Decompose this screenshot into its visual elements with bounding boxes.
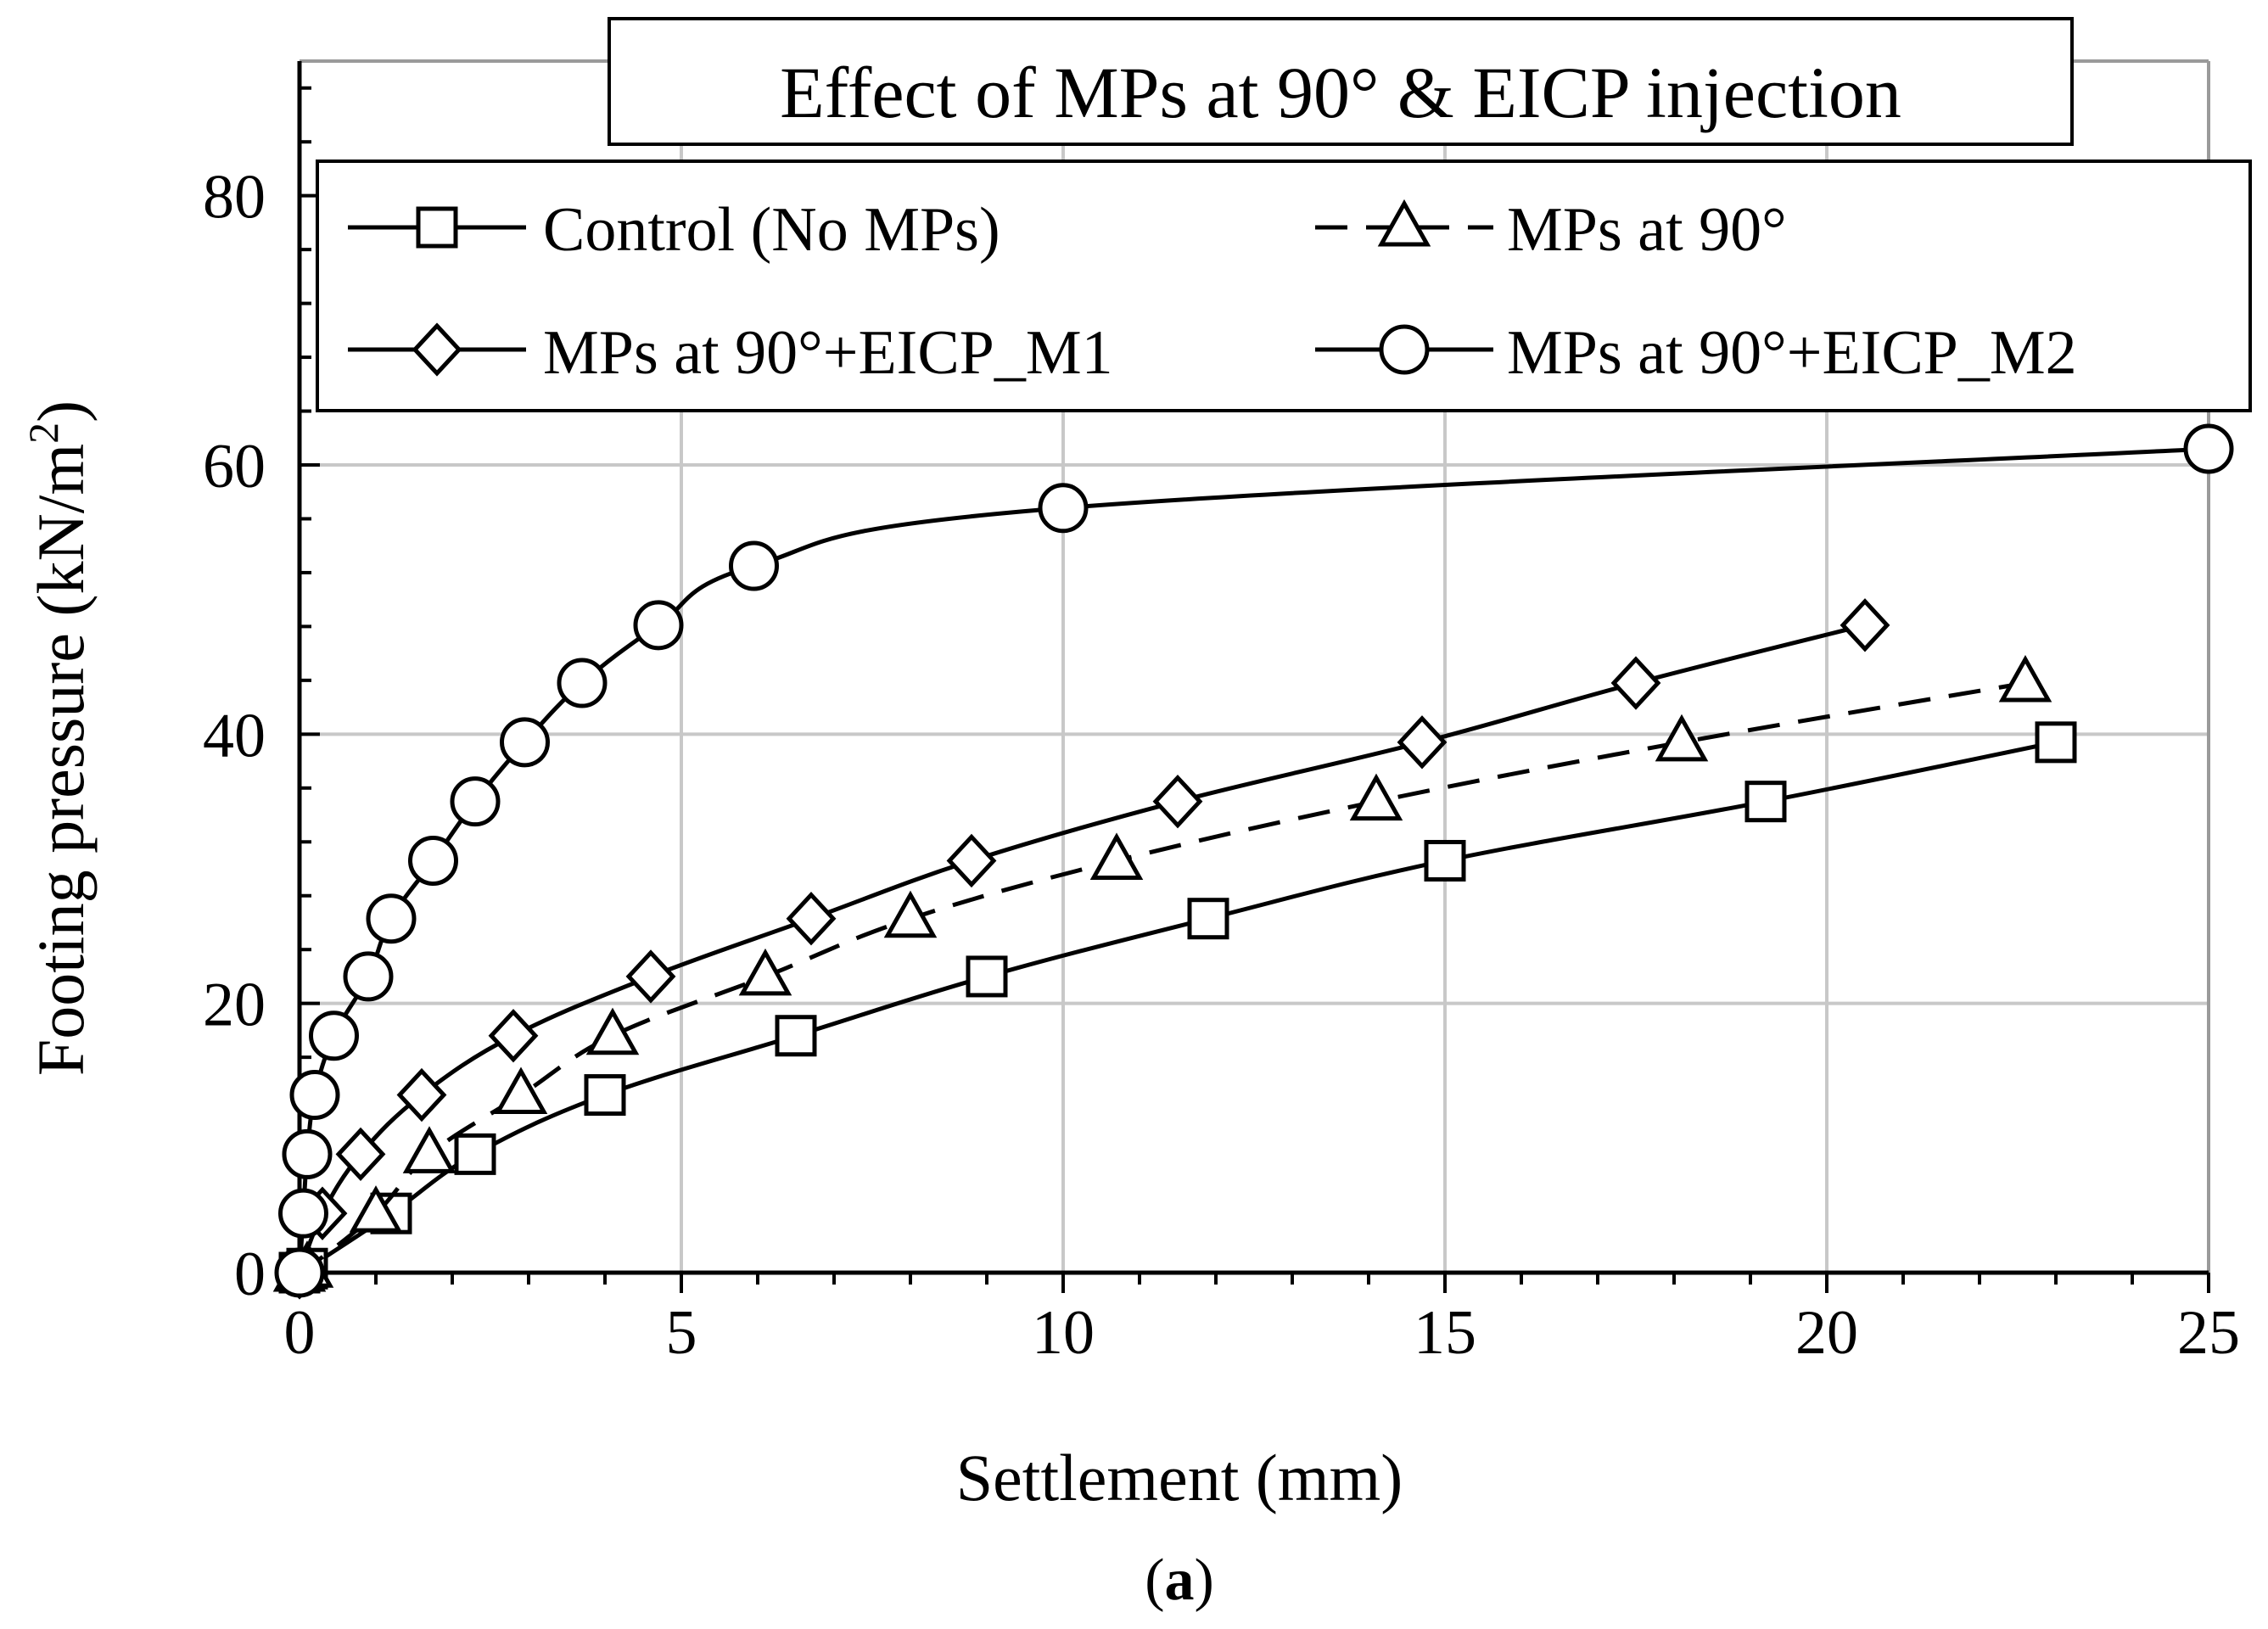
data-point-diamond-4 [488,1009,539,1063]
legend-marker-triangle [1377,199,1431,247]
data-point-circle-5 [343,951,394,1002]
data-point-diamond-11 [1840,598,1890,652]
data-point-triangle-9 [1349,773,1403,821]
data-point-square-7 [1187,898,1229,940]
caption-letter: a [1165,1548,1195,1613]
series-group [272,423,2234,1300]
data-point-square-10 [2035,721,2077,764]
legend-marker-diamond [412,322,462,377]
data-point-circle-4 [309,1010,359,1061]
data-point-triangle-4 [494,1066,548,1115]
data-point-circle-12 [729,540,779,591]
y-tick-label-60: 60 [203,432,266,501]
data-point-circle-7 [408,835,458,886]
chart-title-box: Effect of MPs at 90° & EICP injection [608,17,2074,146]
data-point-triangle-10 [1655,714,1709,762]
data-point-diamond-2 [335,1127,386,1182]
y-axis-title-end: ) [24,400,98,423]
legend-label-eicp-m2: MPs at 90°+EICP_M2 [1507,318,2077,388]
data-point-diamond-9 [1397,715,1448,770]
data-point-circle-10 [557,658,608,708]
data-point-square-4 [584,1074,626,1117]
data-point-circle-13 [1038,483,1089,534]
caption-open: ( [1145,1548,1164,1613]
data-point-diamond-7 [946,833,997,888]
legend-label-mps-90: MPs at 90° [1507,195,1787,265]
data-point-diamond-10 [1610,656,1661,710]
data-point-square-5 [775,1015,817,1057]
data-point-circle-9 [500,717,550,768]
data-point-diamond-5 [625,949,676,1004]
legend-label-eicp-m1: MPs at 90°+EICP_M1 [543,318,1113,388]
legend-marker-circle [1379,324,1430,375]
data-point-triangle-3 [402,1126,456,1173]
x-tick-label-5: 5 [666,1298,697,1368]
x-tick-label-15: 15 [1414,1298,1476,1368]
legend-marker-square [416,206,458,249]
y-tick-label-0: 0 [234,1240,266,1309]
data-point-circle-14 [2183,423,2234,474]
data-point-circle-6 [366,893,417,944]
data-point-diamond-8 [1152,774,1203,829]
x-tick-label-20: 20 [1795,1298,1858,1368]
x-tick-label-25: 25 [2177,1298,2240,1368]
series-line-square [295,740,2057,1277]
y-axis-title-superscript: 2 [20,423,67,444]
legend-label-control: Control (No MPs) [543,195,1000,265]
y-tick-label-40: 40 [203,701,266,770]
data-point-triangle-7 [883,890,938,938]
figure-caption: (a) [1145,1548,1214,1613]
chart-title: Effect of MPs at 90° & EICP injection [780,52,1901,133]
data-point-triangle-8 [1089,832,1144,880]
data-point-circle-3 [289,1070,340,1121]
legend-frame [316,160,2252,412]
data-point-triangle-5 [585,1007,640,1055]
data-point-square-9 [1744,781,1787,823]
legend: Control (No MPs) MPs at 90° MPs at 90°+E… [316,160,2252,412]
data-point-diamond-6 [786,892,837,946]
data-point-square-6 [966,955,1008,998]
series-circle [274,423,2234,1298]
data-point-triangle-6 [738,948,792,996]
y-axis-title: Footing pressure (kN/m2) [20,400,98,1076]
data-point-diamond-3 [396,1067,447,1122]
chart-title-frame [608,17,2074,146]
data-point-square-8 [1424,839,1466,882]
data-point-circle-0 [274,1247,325,1298]
caption-close: ) [1195,1548,1214,1613]
y-axis-title-main: Footing pressure (kN/m [24,444,98,1076]
x-axis-title: Settlement (mm) [956,1441,1403,1514]
data-point-triangle-2 [349,1185,403,1233]
data-point-square-3 [454,1133,496,1175]
data-point-triangle-11 [1998,654,2052,703]
data-point-circle-1 [278,1188,328,1239]
y-tick-label-80: 80 [203,163,266,232]
data-point-circle-2 [282,1128,333,1179]
x-tick-label-10: 10 [1032,1298,1095,1368]
data-point-circle-8 [450,776,501,827]
y-tick-label-20: 20 [203,971,266,1040]
x-tick-label-0: 0 [284,1298,316,1368]
data-point-circle-11 [633,600,684,651]
series-line-diamond [297,623,1866,1274]
